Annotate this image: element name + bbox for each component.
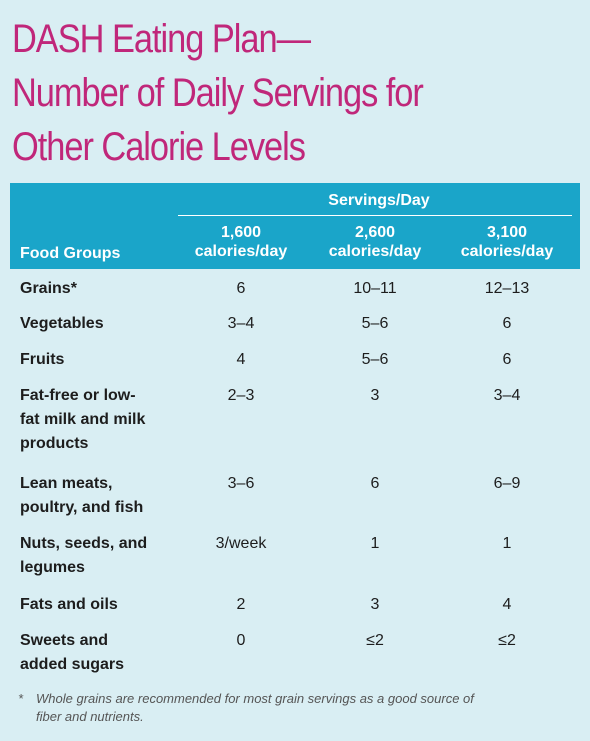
food-group-line: Fat-free or low- [20, 387, 136, 404]
value-cell: 2 [236, 596, 246, 613]
footnote-marker: * [18, 691, 24, 706]
food-group-line: poultry, and fish [20, 499, 144, 516]
food-group-line: Grains* [20, 280, 77, 297]
table-row: Nuts, seeds, and legumes 3/week 1 1 [10, 532, 580, 593]
table-row: Sweets and added sugars 0 ≤2 ≤2 [10, 629, 580, 685]
food-group-line: Fats and oils [20, 596, 118, 613]
value-cell: 6–9 [493, 475, 521, 492]
food-group-line: Vegetables [20, 315, 104, 332]
food-group-cell: Fruits [20, 348, 180, 372]
table-body: Grains* 6 10–11 12–13 Vegetables 3–4 5–6… [10, 269, 580, 685]
title-line-3: Other Calorie Levels [12, 125, 306, 169]
servings-table: Servings/Day Food Groups 1,600 calories/… [10, 183, 580, 685]
table-row: Fats and oils 2 3 4 [10, 593, 580, 629]
food-group-cell: Vegetables [20, 312, 180, 336]
food-group-cell: Grains* [20, 277, 180, 301]
value-cell: 3–4 [227, 315, 255, 332]
table-row: Grains* 6 10–11 12–13 [10, 269, 580, 312]
value-cell: ≤2 [498, 632, 516, 649]
food-group-line: Nuts, seeds, and [20, 535, 148, 552]
table-row: Lean meats, poultry, and fish 3–6 6 6–9 [10, 472, 580, 532]
food-group-line: legumes [20, 559, 85, 576]
column-header-1600: 1,600 calories/day [174, 223, 308, 261]
value-cell: 3/week [215, 535, 267, 552]
value-cell: 6 [370, 475, 380, 492]
header-divider [178, 215, 572, 216]
page-title: DASH Eating Plan— Number of Daily Servin… [12, 12, 582, 174]
value-cell: 6 [236, 280, 246, 297]
food-groups-header: Food Groups [20, 245, 121, 262]
value-cell: 2–3 [227, 387, 255, 404]
value-cell: 3–4 [493, 387, 521, 404]
value-cell: 4 [236, 351, 246, 368]
food-group-cell: Fat-free or low- fat milk and milk produ… [20, 384, 180, 456]
value-cell: 3–6 [227, 475, 255, 492]
food-group-line: fat milk and milk [20, 411, 146, 428]
column-header-value: 1,600 [220, 224, 262, 241]
food-group-line: products [20, 435, 89, 452]
servings-per-day-header: Servings/Day [328, 192, 430, 209]
value-cell: 4 [502, 596, 512, 613]
footnote: * Whole grains are recommended for most g… [18, 690, 578, 726]
food-group-cell: Lean meats, poultry, and fish [20, 472, 180, 520]
column-header-value: 2,600 [354, 224, 396, 241]
title-line-2: Number of Daily Servings for [12, 71, 424, 115]
food-group-cell: Sweets and added sugars [20, 629, 180, 677]
column-header-unit: calories/day [194, 243, 288, 260]
value-cell: 12–13 [484, 280, 530, 297]
value-cell: 5–6 [361, 351, 389, 368]
column-header-unit: calories/day [460, 243, 554, 260]
food-group-line: Lean meats, [20, 475, 113, 492]
footnote-line-1: Whole grains are recommended for most gr… [36, 691, 474, 706]
value-cell: 3 [370, 387, 380, 404]
value-cell: 5–6 [361, 315, 389, 332]
title-line-1: DASH Eating Plan— [12, 17, 311, 61]
value-cell: 6 [502, 315, 512, 332]
column-header-unit: calories/day [328, 243, 422, 260]
column-header-value: 3,100 [486, 224, 528, 241]
value-cell: 10–11 [353, 280, 397, 297]
table-row: Vegetables 3–4 5–6 6 [10, 312, 580, 348]
food-group-line: Fruits [20, 351, 65, 368]
table-row: Fruits 4 5–6 6 [10, 348, 580, 384]
value-cell: 1 [502, 535, 512, 552]
value-cell: 1 [370, 535, 380, 552]
value-cell: 6 [502, 351, 512, 368]
table-header: Servings/Day Food Groups 1,600 calories/… [10, 183, 580, 269]
column-header-3100: 3,100 calories/day [440, 223, 574, 261]
food-group-cell: Fats and oils [20, 593, 180, 617]
value-cell: ≤2 [366, 632, 384, 649]
table-row: Fat-free or low- fat milk and milk produ… [10, 384, 580, 472]
food-group-line: Sweets and [20, 632, 109, 649]
column-header-2600: 2,600 calories/day [308, 223, 442, 261]
value-cell: 3 [370, 596, 380, 613]
food-group-cell: Nuts, seeds, and legumes [20, 532, 180, 580]
value-cell: 0 [236, 632, 246, 649]
footnote-line-2: fiber and nutrients. [36, 709, 144, 724]
food-group-line: added sugars [20, 656, 125, 673]
